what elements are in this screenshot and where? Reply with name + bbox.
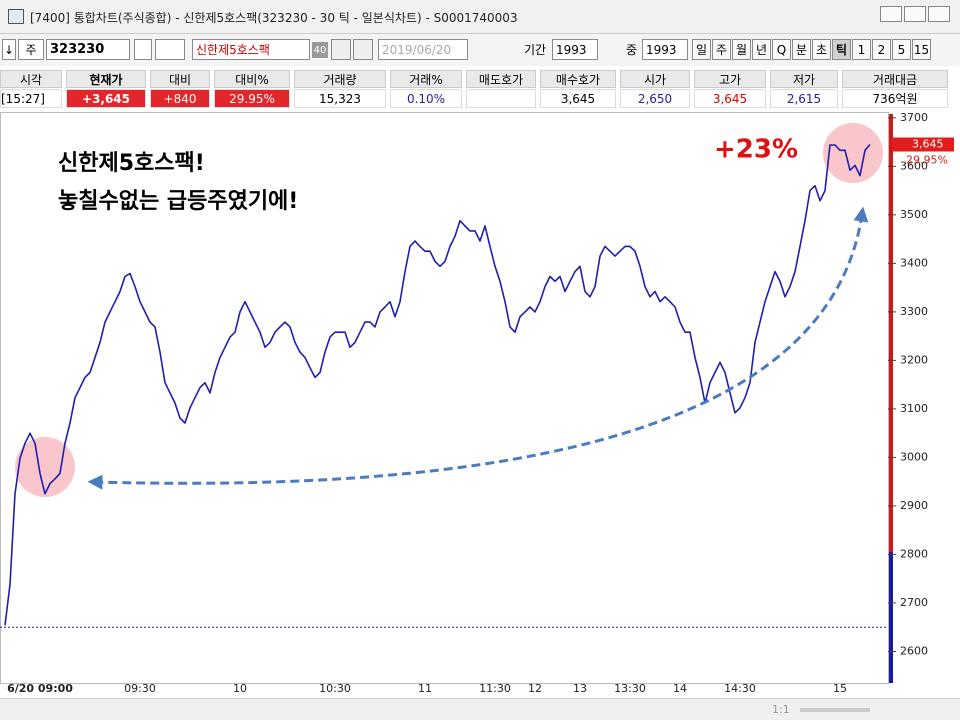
highlight-circle — [15, 437, 75, 497]
x-tick-label: 11:30 — [479, 682, 511, 695]
minimize-button[interactable] — [880, 6, 902, 22]
y-tick-label: 3000 — [900, 450, 928, 463]
table-cell: 3,645 — [694, 89, 766, 108]
toolbar: ↓ 주 323230 신한제5호스팩 40 2019/06/20 기간 1993 중 1993 일 주… — [0, 34, 960, 66]
prev-button[interactable] — [353, 39, 373, 60]
period-button[interactable]: 월 — [732, 39, 751, 60]
period-input[interactable]: 1993 — [552, 39, 598, 60]
mid-label: 중 — [626, 43, 638, 57]
x-tick-label: 14 — [673, 682, 687, 695]
chart: 2600 2700 2800 2900 3000 3100 3200 3300 3400 3500… — [0, 112, 954, 695]
x-tick-label: 15 — [833, 682, 847, 695]
table-cell: 0.10% — [390, 89, 462, 108]
y-tick-label: 3600 — [900, 159, 928, 172]
table-cell — [466, 89, 536, 108]
mid-input[interactable]: 1993 — [642, 39, 688, 60]
period-button[interactable]: 1 — [852, 39, 871, 60]
y-tick-label: 2900 — [900, 499, 928, 512]
axis-down-bar — [889, 552, 893, 683]
y-tick-label: 3300 — [900, 305, 928, 318]
table-cell: 2,615 — [770, 89, 838, 108]
period-button[interactable]: 틱 — [832, 39, 851, 60]
table-cell: 736억원 — [842, 89, 948, 108]
period-button[interactable]: 초 — [812, 39, 831, 60]
date-input[interactable]: 2019/06/20 — [378, 39, 468, 60]
plot-border — [0, 112, 889, 684]
axis-up-bar — [889, 114, 893, 553]
code-input[interactable]: 323230 — [46, 39, 130, 60]
annotation: 신한제5호스팩! — [58, 151, 205, 176]
arrow-button[interactable]: ↓ — [2, 39, 16, 60]
zoom-slider[interactable] — [800, 708, 870, 712]
table-header: 저가 — [770, 70, 838, 88]
table-header: 거래량 — [294, 70, 386, 88]
period-button[interactable]: 2 — [872, 39, 891, 60]
table-cell: 15,323 — [294, 89, 386, 108]
table-cell: +840 — [150, 89, 210, 108]
table-header: 시각 — [0, 70, 62, 88]
memo-button[interactable] — [155, 39, 185, 60]
table-cell: [15:27] — [0, 89, 62, 108]
table-header: 대비 — [150, 70, 210, 88]
table-cell: 3,645 — [540, 89, 616, 108]
y-tick-label: 3700 — [900, 112, 928, 124]
x-tick-label: 14:30 — [724, 682, 756, 695]
title-bar: [7400] 통합차트(주식종합) - 신한제5호스팩(323230 - 30 … — [0, 0, 960, 34]
period-button[interactable]: 5 — [892, 39, 911, 60]
period-button[interactable]: 분 — [792, 39, 811, 60]
y-tick-label: 3100 — [900, 402, 928, 415]
last-change-label: 29.95% — [906, 154, 948, 167]
table-cell: +3,645 — [66, 89, 146, 108]
table-header: 시가 — [620, 70, 690, 88]
y-tick-label: 3200 — [900, 353, 928, 366]
x-tick-label: 6/20 09:00 — [7, 682, 73, 695]
table-header: 현재가 — [66, 70, 146, 88]
table-cell: 2,650 — [620, 89, 690, 108]
period-label: 기간 — [524, 43, 547, 57]
x-tick-label: 12 — [528, 682, 542, 695]
table-header: 매수호가 — [540, 70, 616, 88]
table-cell: 29.95% — [214, 89, 290, 108]
zoom-label: 1:1 — [772, 703, 790, 716]
market-button[interactable]: 주 — [18, 39, 44, 60]
window-title: [7400] 통합차트(주식종합) - 신한제5호스팩(323230 - 30 … — [30, 11, 518, 25]
y-tick-label: 2700 — [900, 596, 928, 609]
bottom-bar: 1:1 — [0, 698, 960, 720]
search-button[interactable] — [134, 39, 152, 60]
count-badge: 40 — [312, 42, 328, 58]
last-price-tag — [892, 137, 954, 152]
x-tick-label: 13:30 — [614, 682, 646, 695]
period-button[interactable]: 15 — [912, 39, 931, 60]
next-button[interactable] — [331, 39, 351, 60]
table-header: 고가 — [694, 70, 766, 88]
x-tick-label: 10:30 — [319, 682, 351, 695]
app-icon — [8, 9, 24, 24]
y-tick-label: 3500 — [900, 208, 928, 221]
y-tick-label: 3400 — [900, 256, 928, 269]
y-tick-label: 2600 — [900, 644, 928, 657]
y-tick-label: 2800 — [900, 547, 928, 560]
x-tick-label: 11 — [418, 682, 432, 695]
period-button[interactable]: Q — [772, 39, 791, 60]
maximize-button[interactable] — [904, 6, 926, 22]
x-tick-label: 09:30 — [124, 682, 156, 695]
close-button[interactable] — [928, 6, 950, 22]
quote-table: 시각 [15:27] 현재가 +3,645 대비 +840 대비% 29.95% 거래량 15,3… — [0, 68, 960, 110]
annotation: 놓칠수없는 급등주였기에! — [58, 189, 298, 214]
x-tick-label: 10 — [233, 682, 247, 695]
highlight-circle — [823, 123, 883, 183]
x-tick-label: 13 — [573, 682, 587, 695]
annotation-arrow — [87, 206, 869, 490]
table-header: 매도호가 — [466, 70, 536, 88]
period-button[interactable]: 일 — [692, 39, 711, 60]
table-header: 대비% — [214, 70, 290, 88]
table-header: 거래대금 — [842, 70, 948, 88]
period-button[interactable]: 년 — [752, 39, 771, 60]
last-price-label: 3,645 — [912, 138, 944, 151]
annotation: +23% — [714, 135, 798, 165]
period-button[interactable]: 주 — [712, 39, 731, 60]
table-header: 거래% — [390, 70, 462, 88]
name-input[interactable]: 신한제5호스팩 — [192, 39, 310, 60]
